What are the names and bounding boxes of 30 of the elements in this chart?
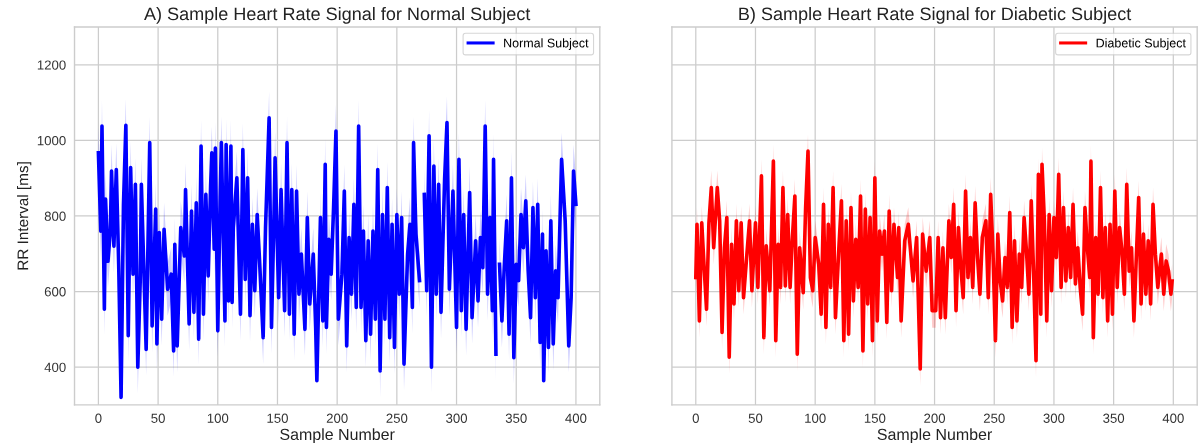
x-tick-label: 150 bbox=[864, 413, 886, 423]
y-axis-title: RR Interval [ms] bbox=[17, 162, 32, 270]
legend-label: Diabetic Subject bbox=[1096, 38, 1186, 50]
x-tick-label: 350 bbox=[1103, 413, 1125, 423]
x-tick-label: 200 bbox=[326, 413, 348, 423]
x-tick-label: 350 bbox=[505, 413, 527, 423]
x-tick-label: 300 bbox=[446, 413, 468, 423]
x-tick-label: 0 bbox=[95, 413, 102, 423]
x-tick-label: 300 bbox=[1043, 413, 1065, 423]
x-tick-label: 250 bbox=[983, 413, 1005, 423]
chart-title: A) Sample Heart Rate Signal for Normal Subject bbox=[144, 6, 531, 24]
x-tick-label: 150 bbox=[267, 413, 288, 423]
x-tick-label: 250 bbox=[386, 413, 408, 423]
y-tick-label: 600 bbox=[44, 287, 66, 297]
x-tick-label: 200 bbox=[924, 413, 946, 423]
y-tick-label: 1000 bbox=[37, 135, 66, 146]
y-tick-label: 1200 bbox=[37, 60, 66, 70]
chart-title: B) Sample Heart Rate Signal for Diabetic Subject bbox=[739, 6, 1132, 24]
y-tick-label: 400 bbox=[44, 362, 66, 373]
x-tick-label: 50 bbox=[151, 413, 165, 423]
x-tick-label: 100 bbox=[805, 413, 826, 423]
legend-label: Normal Subject bbox=[504, 38, 589, 50]
x-tick-label: 100 bbox=[207, 413, 229, 423]
y-tick-label: 800 bbox=[44, 211, 66, 221]
x-tick-label: 400 bbox=[565, 413, 587, 423]
x-tick-label: 50 bbox=[748, 413, 763, 423]
x-tick-label: 0 bbox=[692, 413, 699, 423]
x-axis-title: Sample Number bbox=[877, 428, 992, 443]
x-tick-label: 400 bbox=[1162, 413, 1184, 423]
x-axis-title: Sample Number bbox=[280, 428, 395, 443]
